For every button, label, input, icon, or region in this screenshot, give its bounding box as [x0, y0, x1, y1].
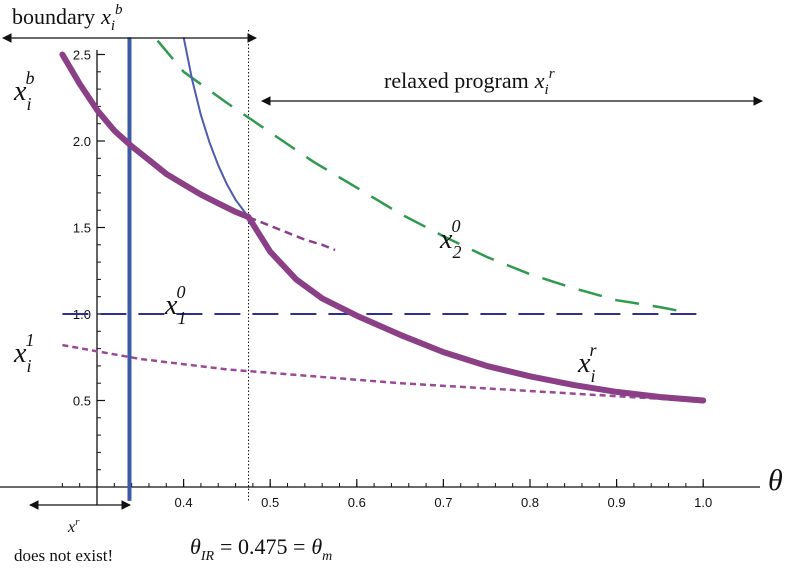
boundary-annotation: boundary xib: [12, 2, 123, 34]
label-xi-1: xi1: [13, 330, 34, 376]
x-tick-label: 0.4: [175, 495, 193, 510]
x-tick-label: 0.8: [521, 495, 539, 510]
series-xi-b: [59, 51, 252, 221]
label-x2-0: x20: [439, 216, 461, 262]
series-xb-continuation: [248, 215, 336, 252]
y-ticks: [97, 53, 105, 471]
does-not-exist-text: does not exist!: [14, 546, 113, 565]
series-xi-r: [245, 214, 707, 404]
series-steep-blue: [182, 37, 358, 317]
series-x2-0: [156, 39, 678, 312]
x-tick-label: 0.7: [434, 495, 452, 510]
x-tick-label: 0.6: [348, 495, 366, 510]
x-axis-label: θ: [768, 464, 783, 497]
relaxed-annotation: relaxed program xir: [384, 66, 555, 98]
y-tick-label: 2.5: [73, 48, 91, 63]
series-xi-1: [62, 343, 704, 404]
x-tick-labels: 0.4 0.5 0.6 0.7 0.8 0.9 1.0: [175, 495, 713, 510]
x-tick-label: 1.0: [694, 495, 712, 510]
y-tick-labels: 0.51.01.52.02.5: [73, 48, 91, 409]
xr-label: xr: [67, 516, 80, 536]
x-tick-label: 0.5: [261, 495, 279, 510]
y-tick-label: 2.0: [73, 134, 91, 149]
x-ticks: [61, 479, 704, 487]
y-tick-label: 0.5: [73, 394, 91, 409]
y-tick-label: 1.5: [73, 221, 91, 236]
x-tick-label: 0.9: [608, 495, 626, 510]
label-x1-0: x10: [164, 282, 186, 328]
label-xi-b: xib: [13, 68, 34, 114]
label-xi-r: xir: [577, 340, 597, 386]
theta-equation: θIR = 0.475 = θm: [190, 534, 332, 564]
